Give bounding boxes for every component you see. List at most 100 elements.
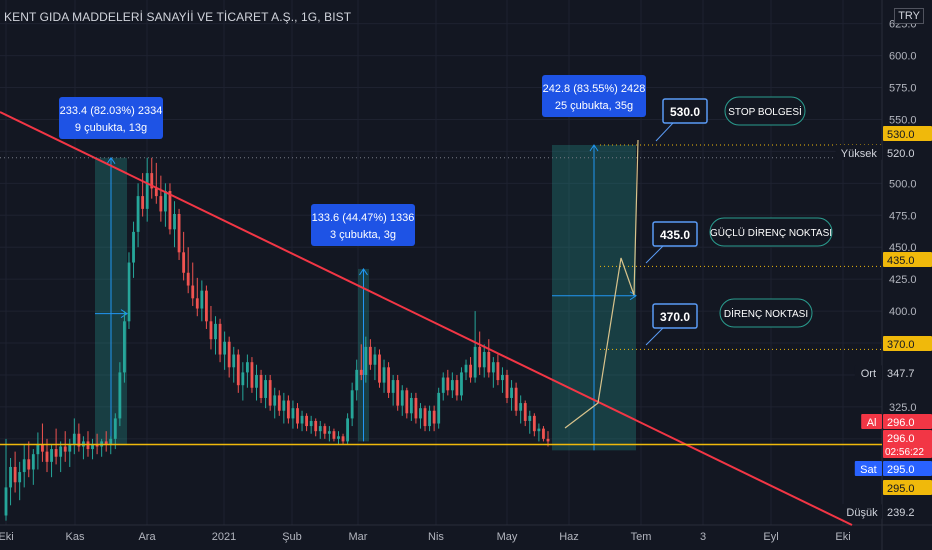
price-tag-value: 296.0 <box>887 433 915 445</box>
time-tick-label: Nis <box>428 531 444 543</box>
price-tag-value: 520.0 <box>887 148 915 160</box>
candle-body <box>382 367 386 383</box>
time-tick-label: Kas <box>66 531 85 543</box>
candle-body <box>359 369 363 375</box>
measure-label-line2: 3 çubukta, 3g <box>330 229 396 241</box>
candle-body <box>446 377 450 391</box>
candle-body <box>309 420 313 427</box>
measure-arrowhead <box>629 291 637 301</box>
candle-body <box>368 346 372 365</box>
candle-body <box>255 374 258 388</box>
price-tag-name-bg <box>861 414 882 429</box>
candle-body <box>22 459 26 473</box>
candle-body <box>4 487 8 516</box>
price-tag <box>883 414 932 429</box>
time-axis[interactable]: Eki Kas Ara 2021 Şub Mar Nis May Haz Tem 3 Eyl Eki <box>0 531 851 543</box>
candle-body <box>45 451 49 462</box>
candle-body <box>145 173 149 209</box>
candle-body <box>337 436 340 439</box>
candle-body <box>250 362 254 388</box>
target-pointer <box>645 245 664 264</box>
candle-body <box>314 420 318 432</box>
candle-body <box>542 428 545 439</box>
candle-body <box>118 372 122 419</box>
candle-body <box>113 418 117 439</box>
annotation-box <box>719 298 813 328</box>
candle-body <box>409 397 413 414</box>
price-tag <box>883 145 932 160</box>
candle-body <box>273 395 277 406</box>
price-tag-value: 370.0 <box>887 339 915 351</box>
candle-body <box>36 443 40 455</box>
target-box <box>652 303 698 329</box>
price-tag <box>883 430 932 458</box>
price-tag <box>883 126 932 141</box>
candle-body <box>232 354 236 368</box>
time-tick-label: Eyl <box>763 531 778 543</box>
candle-body <box>478 346 482 368</box>
candle-body <box>414 397 418 419</box>
candle-body <box>350 390 354 419</box>
candle-body <box>300 415 304 424</box>
price-tag-name: Ort <box>861 368 876 380</box>
price-tag-name-bg <box>842 504 882 519</box>
time-tick-label: Eki <box>835 531 850 543</box>
candle-body <box>532 415 536 432</box>
candle-body <box>546 438 550 442</box>
time-tick-label: Haz <box>559 531 579 543</box>
candle-body <box>423 408 427 427</box>
measure-label-line1: 133.6 (44.47%) 1336 <box>312 212 415 224</box>
candle-body <box>168 190 172 230</box>
candle-body <box>519 403 523 411</box>
candle-body <box>109 438 113 444</box>
candle-body <box>18 472 22 483</box>
price-tick-label: 475.0 <box>889 210 917 222</box>
price-tick-label: 400.0 <box>889 306 917 318</box>
currency-button[interactable]: TRY <box>894 8 924 24</box>
candle-body <box>505 374 509 398</box>
candle-body <box>191 285 195 299</box>
candle-body <box>50 449 53 462</box>
price-tag <box>883 252 932 267</box>
price-axis[interactable]: 625.0600.0575.0550.0525.0500.0475.0450.0… <box>835 19 932 519</box>
price-tag-value: 435.0 <box>887 255 915 267</box>
price-tag-name-bg <box>835 145 882 160</box>
candle-body <box>182 252 186 273</box>
measure-label-box <box>542 75 646 117</box>
candle-body <box>268 380 272 406</box>
candle-body <box>464 364 468 373</box>
candle-body <box>200 290 204 309</box>
candle-body <box>9 466 12 488</box>
candle-body <box>264 380 268 398</box>
price-tag-value: 239.2 <box>887 507 915 519</box>
price-tag-name: Al <box>867 417 877 429</box>
candle-body <box>41 443 44 452</box>
candle-body <box>91 443 94 450</box>
candle-body <box>31 454 35 470</box>
candle-body <box>332 431 336 439</box>
price-tag-name: Yüksek <box>841 148 878 160</box>
measure-label-box <box>311 204 415 246</box>
candle-body <box>259 374 263 398</box>
candle-body <box>277 395 281 411</box>
price-tag <box>883 504 932 519</box>
price-tag-value: 295.0 <box>887 483 915 495</box>
time-tick-label: Ara <box>138 531 156 543</box>
candle-body <box>72 433 76 444</box>
annotation-text: DİRENÇ NOKTASI <box>724 307 808 320</box>
candle-body <box>163 190 167 212</box>
time-tick-label: Eki <box>0 531 14 543</box>
price-tick-label: 575.0 <box>889 83 917 95</box>
price-tick-label: 450.0 <box>889 242 917 254</box>
candle-body <box>282 400 286 411</box>
candle-body <box>523 403 527 421</box>
price-tag-name-bg <box>854 461 882 476</box>
price-tag <box>883 336 932 351</box>
price-tag-name: Düşük <box>846 507 878 519</box>
candle-body <box>286 400 290 419</box>
chart-title: KENT GIDA MADDELERİ SANAYİİ VE TİCARET A… <box>4 10 352 24</box>
candle-body <box>346 418 350 442</box>
candle-body <box>227 341 231 368</box>
